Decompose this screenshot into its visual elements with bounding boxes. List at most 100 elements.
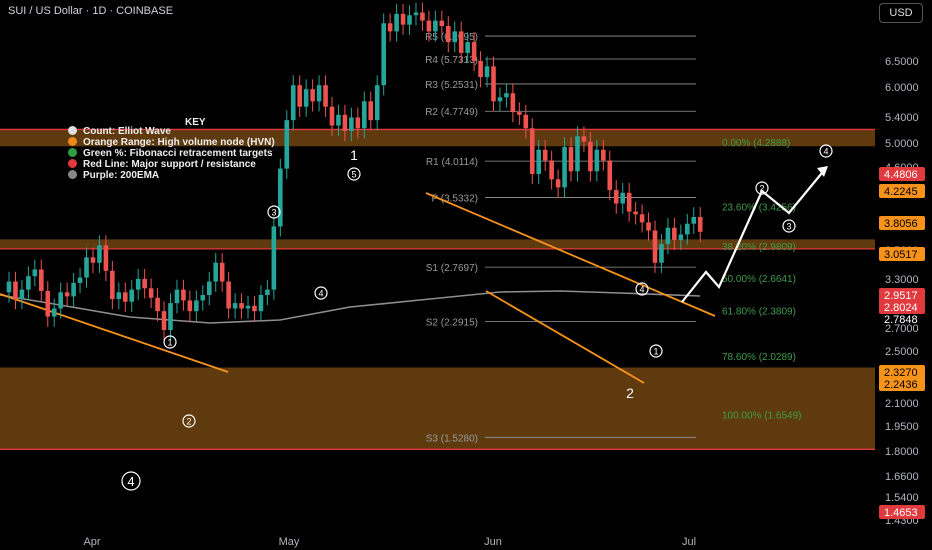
- candle-body: [71, 282, 76, 297]
- currency-button[interactable]: USD: [879, 3, 923, 23]
- candle-body: [452, 31, 458, 43]
- price-tag: [879, 216, 925, 230]
- candle-body: [620, 192, 625, 204]
- candle-body: [407, 15, 412, 25]
- candle-body: [368, 101, 374, 121]
- candle-body: [697, 217, 703, 232]
- wave-circle: [649, 344, 663, 358]
- trendline: [425, 192, 716, 317]
- candle-body: [58, 292, 63, 309]
- candle-body: [639, 214, 645, 223]
- price-tag: [879, 288, 925, 302]
- candle-body: [626, 192, 632, 212]
- pivot-label: R1 (4.0114): [426, 157, 478, 168]
- candle-body: [665, 227, 671, 244]
- wave-label: 4: [127, 474, 134, 489]
- y-tick-label: 1.6600: [885, 471, 919, 483]
- wave-label: 5: [351, 170, 356, 180]
- pivot-label: R3 (5.2531): [425, 80, 478, 91]
- candle-body: [110, 270, 115, 300]
- price-tag-label: 2.2436: [884, 379, 918, 391]
- candle-body: [316, 85, 322, 102]
- price-axis: 6.50006.00005.40005.00004.60003.50003.30…: [879, 56, 925, 527]
- fib-label: 78.60% (2.0289): [722, 352, 796, 363]
- candle-body: [510, 93, 516, 113]
- candle-body: [420, 12, 425, 21]
- key-item-fib: Green %: Fibonacci retracement targets: [68, 148, 273, 159]
- price-tag: [879, 167, 925, 181]
- candle-body: [355, 117, 361, 129]
- key-item-ema: Purple: 200EMA: [68, 170, 159, 181]
- price-tag-label: 2.9517: [884, 290, 918, 302]
- candle-body: [77, 277, 83, 283]
- candle-body: [517, 112, 522, 115]
- candle-body: [685, 223, 690, 235]
- price-tag: [879, 300, 925, 314]
- price-tag-label: 3.8056: [884, 218, 918, 230]
- candle-body: [142, 278, 147, 289]
- y-tick-label: 1.5400: [885, 492, 919, 504]
- hvn-zone: [0, 129, 875, 147]
- hvn-zones: [0, 129, 875, 450]
- key-dot: [68, 170, 77, 179]
- pivot-label: S2 (2.2915): [426, 317, 478, 328]
- candle-body: [32, 269, 38, 277]
- candle-body: [581, 136, 587, 142]
- key-dot: [68, 148, 77, 157]
- candle-body: [484, 66, 490, 78]
- fib-label: 0.00% (4.2888): [722, 138, 790, 149]
- candle-body: [491, 66, 496, 102]
- pivot-label: S3 (1.5280): [426, 433, 478, 444]
- key-item-label: Red Line: Major support / resistance: [83, 159, 256, 170]
- candle-body: [536, 149, 542, 174]
- candle-body: [258, 295, 264, 312]
- candle-body: [594, 149, 600, 172]
- price-tag-label: 2.3270: [884, 367, 918, 379]
- candle-body: [135, 278, 141, 290]
- projection-path: [681, 166, 828, 303]
- candle-body: [97, 245, 102, 263]
- candle-body: [458, 31, 464, 53]
- candle-body: [323, 85, 328, 107]
- candle-body: [471, 42, 477, 61]
- candle-body: [672, 227, 677, 240]
- pivot-label: S1 (2.7697): [426, 263, 478, 274]
- candle-body: [413, 12, 419, 16]
- candle-body: [200, 295, 206, 301]
- wave-label: 2: [759, 184, 764, 194]
- candle-body: [549, 160, 554, 180]
- candle-body: [13, 281, 18, 300]
- pivot-label: P (3.5332): [431, 193, 478, 204]
- price-tag-label: 3.0517: [884, 249, 918, 261]
- candle-body: [523, 114, 529, 129]
- wave-label: 1: [653, 347, 658, 357]
- candle-body: [362, 101, 367, 129]
- y-tick-label: 3.3000: [885, 274, 919, 286]
- wave-circle: [121, 471, 141, 491]
- price-tag-label: 2.7848: [884, 314, 918, 326]
- y-tick-label: 6.0000: [885, 82, 919, 94]
- candle-body: [129, 289, 135, 302]
- projection-arrowhead: [817, 166, 828, 177]
- fib-label: 38.20% (2.9809): [722, 242, 796, 253]
- candles: [6, 2, 703, 341]
- candle-body: [342, 114, 348, 131]
- candle-body: [271, 226, 277, 290]
- price-tag: [879, 505, 925, 519]
- trendline: [485, 290, 645, 384]
- wave-label: 4: [639, 285, 644, 295]
- y-tick-label: 1.8000: [885, 446, 919, 458]
- wave-label: 4: [823, 147, 828, 157]
- candle-body: [374, 85, 380, 121]
- candle-body: [349, 117, 354, 131]
- candle-body: [529, 128, 535, 174]
- wave-label: 4: [318, 289, 323, 299]
- pivot-label: R2 (4.7749): [425, 107, 478, 118]
- wave-circle: [635, 282, 649, 296]
- candle-body: [187, 300, 193, 312]
- candle-body: [284, 120, 290, 169]
- wave-label-2: 2: [626, 385, 634, 401]
- candle-body: [445, 25, 451, 43]
